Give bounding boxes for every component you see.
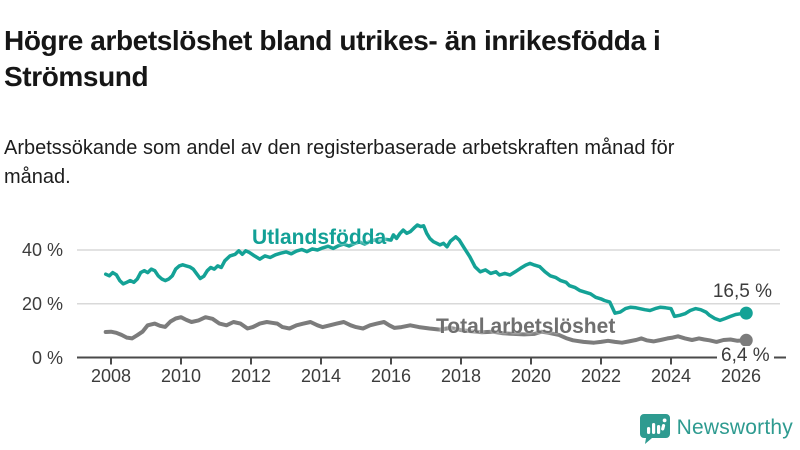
chart-subtitle: Arbetssökande som andel av den registerb… <box>4 137 675 188</box>
x-axis-tick-label: 2010 <box>160 366 202 386</box>
x-axis-tick-label: 2022 <box>580 366 622 386</box>
y-axis-tick-label: 40 % <box>21 240 63 260</box>
newsworthy-logo-icon[interactable] <box>639 412 670 444</box>
brand-name[interactable]: Newsworthy <box>676 416 793 439</box>
y-axis-tick-label: 20 % <box>21 294 63 314</box>
series-line-total <box>103 315 749 345</box>
series-end-dot <box>739 306 753 320</box>
page-title: Högre arbetslöshet bland utrikes- än inr… <box>4 24 661 92</box>
brand-footer: Newsworthy <box>0 410 793 446</box>
x-axis-tick-label: 2024 <box>650 366 692 386</box>
series-line-utlandsfodda <box>103 223 749 323</box>
series-label-total-arbetsloshet: Total arbetslöshet <box>436 315 616 338</box>
x-axis-tick-label: 2026 <box>720 366 762 386</box>
x-axis-tick-label: 2012 <box>230 366 272 386</box>
x-axis-tick-label: 2018 <box>440 366 482 386</box>
x-axis-tick-label: 2008 <box>90 366 132 386</box>
end-value-label-utlandsfodda: 16,5 % <box>712 281 772 302</box>
series-label-utlandsfodda: Utlandsfödda <box>252 226 387 249</box>
x-axis-tick-label: 2020 <box>510 366 552 386</box>
series-end-dot <box>739 333 753 347</box>
end-value-label-total: 6,4 % <box>717 346 774 366</box>
y-axis-tick-label: 0 % <box>31 348 63 368</box>
x-axis-tick-label: 2016 <box>370 366 412 386</box>
x-axis-tick-label: 2014 <box>300 366 342 386</box>
